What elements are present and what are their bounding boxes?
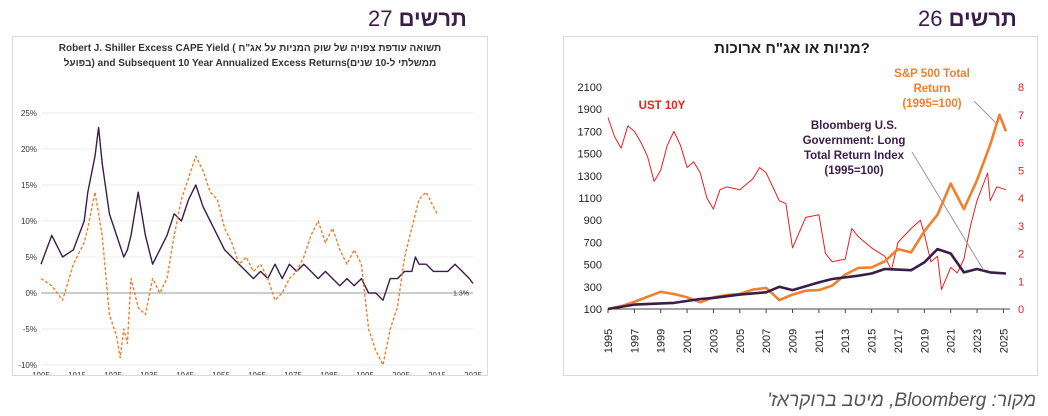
y-left-tick-label: 2100 — [578, 82, 602, 94]
x-tick-label: 2015 — [867, 329, 879, 353]
x-tick-label: 2021 — [946, 329, 958, 353]
y-tick-label: 15% — [21, 181, 37, 190]
x-tick-label: 2001 — [682, 329, 694, 353]
x-tick-label: 1945 — [176, 371, 194, 375]
y-right-tick-label: 7 — [1018, 110, 1024, 122]
chart-title-line1: Robert J. Shiller Excess CAPE Yield ( תש… — [59, 42, 441, 54]
spx-label-line3: (1995=100) — [902, 98, 961, 110]
series-line-1 — [40, 155, 438, 366]
x-tick-label: 1985 — [320, 371, 338, 375]
right-chart-panel: מניות או אג"ח ארוכות? 2100 1900 1700 1500 130… — [563, 36, 1038, 376]
x-tick-label: 1995 — [356, 371, 374, 375]
bbg-label-line3: Total Return Index — [804, 150, 905, 162]
y-right-tick-label: 6 — [1018, 138, 1024, 150]
bbg-label-line1: Bloomberg U.S. — [811, 120, 897, 132]
chart-title: מניות או אג"ח ארוכות? — [714, 40, 870, 57]
y-tick-label: -5% — [23, 325, 37, 334]
right-header-title: תרשים — [948, 6, 1017, 31]
series-line-1 — [607, 247, 1007, 311]
y-tick-label: 10% — [21, 217, 37, 226]
source-note: מקור: Bloomberg, מיטב ברוקראז' — [767, 390, 1036, 411]
y-left-tick-label: 1300 — [578, 171, 602, 183]
right-chart-header: תרשים 26 — [918, 6, 1017, 32]
excess-cape-chart: Robert J. Shiller Excess CAPE Yield ( תש… — [18, 42, 482, 402]
x-tick-label: 1935 — [140, 371, 158, 375]
x-tick-label: 2005 — [392, 371, 410, 375]
y-right-tick-label: 4 — [1018, 193, 1024, 205]
x-tick-label: 1997 — [629, 329, 641, 353]
bbg-label-line2: Government: Long — [803, 135, 906, 147]
spx-label-line1: S&P 500 Total — [894, 68, 970, 80]
chart-title-line2: בפועל) and Subsequent 10 Year Annualized… — [64, 57, 437, 69]
y-left-tick-label: 100 — [584, 304, 602, 316]
x-tick-label: 2025 — [464, 371, 482, 375]
series-line-2 — [607, 117, 1007, 291]
left-chart-header: תרשים 27 — [368, 6, 467, 32]
spx-leader-line — [973, 100, 996, 123]
x-tick-label: 2025 — [998, 329, 1010, 353]
y-left-tick-label: 300 — [584, 282, 602, 294]
x-tick-label: 2015 — [428, 371, 446, 375]
y-left-tick-label: 1900 — [578, 104, 602, 116]
x-tick-label: 2003 — [708, 329, 720, 353]
y-left-tick-label: 1500 — [578, 149, 602, 161]
y-left-tick-label: 900 — [584, 215, 602, 227]
y-left-tick-label: 1100 — [578, 193, 602, 205]
y-right-tick-label: 8 — [1018, 82, 1024, 94]
bbg-leader-line — [911, 151, 985, 271]
x-tick-label: 2009 — [788, 329, 800, 353]
y-left-tick-label: 500 — [584, 260, 602, 272]
series-line-0 — [40, 126, 474, 301]
spx-label-line2: Return — [913, 83, 950, 95]
ust-label: UST 10Y — [639, 100, 686, 112]
stocks-vs-bonds-chart: מניות או אג"ח ארוכות?2100190017001500130… — [578, 40, 1025, 353]
x-tick-label: 1999 — [656, 329, 668, 353]
series-line-0 — [607, 113, 1008, 311]
x-tick-label: 1955 — [212, 371, 230, 375]
x-tick-label: 2013 — [840, 329, 852, 353]
y-tick-label: -10% — [18, 361, 37, 370]
x-tick-label: 1915 — [68, 371, 86, 375]
y-right-tick-label: 2 — [1018, 249, 1024, 261]
left-header-number: 27 — [368, 6, 393, 31]
x-tick-label: 2017 — [893, 329, 905, 353]
x-tick-label: 1925 — [104, 371, 122, 375]
y-right-tick-label: 5 — [1018, 165, 1024, 177]
x-tick-label: 2023 — [972, 329, 984, 353]
y-right-tick-label: 1 — [1018, 276, 1024, 288]
y-left-tick-label: 1700 — [578, 126, 602, 138]
x-tick-label: 1905 — [32, 371, 50, 375]
y-tick-label: 0% — [25, 289, 37, 298]
y-tick-label: 25% — [21, 109, 37, 118]
y-right-tick-label: 0 — [1018, 304, 1024, 316]
y-tick-label: 5% — [25, 253, 37, 262]
y-right-tick-label: 3 — [1018, 221, 1024, 233]
x-tick-label: 1965 — [248, 371, 266, 375]
x-tick-label: 1995 — [603, 329, 615, 353]
end-value-label: 1.3% — [453, 291, 469, 298]
x-tick-label: 2005 — [735, 329, 747, 353]
left-chart-panel: Robert J. Shiller Excess CAPE Yield ( תש… — [12, 36, 488, 402]
right-header-number: 26 — [918, 6, 943, 31]
y-tick-label: 20% — [21, 145, 37, 154]
x-tick-label: 2011 — [814, 329, 826, 353]
left-header-title: תרשים — [398, 6, 467, 31]
bbg-label-line4: (1995=100) — [824, 165, 883, 177]
x-tick-label: 1975 — [284, 371, 302, 375]
y-left-tick-label: 700 — [584, 237, 602, 249]
x-tick-label: 2007 — [761, 329, 773, 353]
x-tick-label: 2019 — [919, 329, 931, 353]
